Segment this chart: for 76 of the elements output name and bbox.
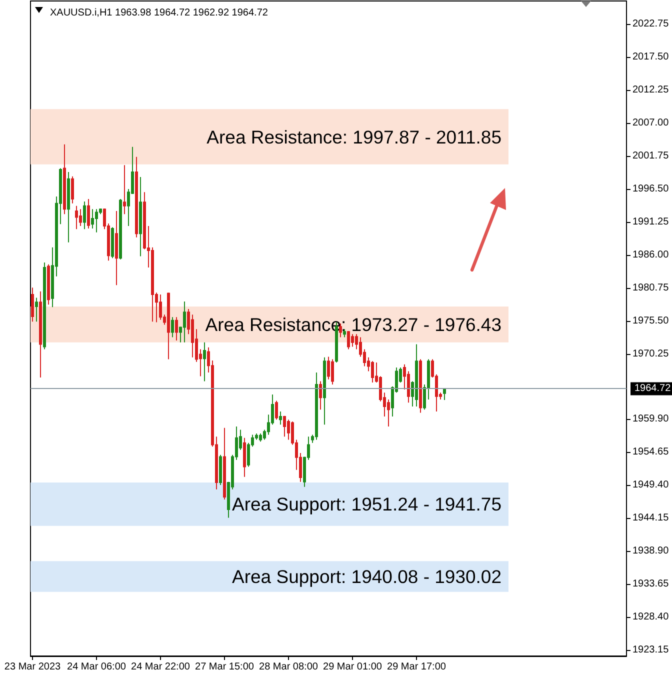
candlestick — [35, 297, 38, 322]
candlestick — [171, 316, 174, 338]
band-label: Area Resistance: 1997.87 - 2011.85 — [206, 126, 502, 148]
y-tick-label: 2012.25 — [632, 84, 670, 96]
candlestick — [183, 300, 186, 343]
candlestick — [123, 164, 126, 215]
candlestick — [275, 400, 278, 420]
y-tick-label: 1970.25 — [632, 348, 670, 360]
x-tick-label: 24 Mar 22:00 — [131, 662, 190, 672]
y-tick-label: 2022.75 — [632, 18, 670, 30]
candlestick — [135, 156, 138, 238]
y-tick-label: 1949.40 — [632, 480, 670, 491]
y-tick-label: 1944.15 — [632, 512, 670, 524]
candlestick — [283, 415, 286, 438]
candlestick — [111, 226, 114, 259]
x-tick-label: 29 Mar 17:00 — [387, 662, 446, 672]
y-tick-label: 1959.90 — [632, 414, 670, 425]
candlestick — [443, 388, 446, 401]
candlestick — [75, 205, 78, 230]
candlestick — [323, 356, 326, 426]
candlestick — [371, 360, 374, 384]
y-tick-label: 2007.00 — [632, 117, 670, 128]
x-tick-label: 28 Mar 08:00 — [259, 662, 318, 672]
candlestick — [31, 287, 34, 322]
candlestick — [79, 208, 82, 227]
y-tick-label: 1923.15 — [632, 644, 670, 656]
band-label: Area Support: 1951.24 - 1941.75 — [232, 494, 502, 515]
y-tick-label: 1933.65 — [632, 578, 670, 590]
candlestick — [87, 198, 90, 230]
candlestick — [43, 262, 46, 350]
band-label: Area Resistance: 1973.27 - 1976.43 — [205, 314, 502, 335]
candlestick — [95, 208, 98, 233]
x-tick-label: 24 Mar 06:00 — [67, 662, 126, 672]
candlestick — [39, 290, 42, 378]
candlestick — [259, 432, 262, 442]
candlestick — [91, 208, 94, 230]
band-label: Area Support: 1940.08 - 1930.02 — [232, 566, 502, 587]
candlestick — [219, 454, 222, 486]
candlestick — [47, 264, 50, 306]
x-tick-label: 27 Mar 15:00 — [195, 662, 254, 672]
y-tick-label: 1954.65 — [632, 446, 670, 458]
y-tick-label: 1980.75 — [632, 282, 670, 294]
candlestick — [115, 210, 118, 286]
candlestick — [415, 344, 418, 407]
candlestick — [83, 201, 86, 230]
candlestick — [203, 342, 206, 382]
candlestick — [315, 372, 318, 440]
y-tick-label: 1938.90 — [632, 546, 670, 557]
candlestick — [139, 176, 142, 257]
candlestick — [159, 294, 162, 320]
candlestick — [319, 380, 322, 410]
candlestick — [167, 292, 170, 360]
candlestick — [223, 427, 226, 500]
y-tick-label: 1975.50 — [632, 315, 670, 326]
candlestick — [419, 358, 422, 414]
y-tick-label: 1986.00 — [632, 249, 670, 260]
y-tick-label: 2001.75 — [632, 150, 670, 162]
ref-line-label: 1964.72 — [634, 383, 672, 394]
candlestick — [347, 330, 350, 350]
candlestick — [243, 437, 246, 478]
candlestick — [175, 316, 178, 341]
candlestick — [67, 171, 70, 243]
candlestick — [331, 358, 334, 385]
x-tick-label: 29 Mar 01:00 — [323, 662, 382, 672]
y-tick-label: 1928.40 — [632, 612, 670, 623]
candlestick — [279, 410, 282, 426]
x-tick-label: 23 Mar 2023 — [4, 662, 62, 672]
candlestick — [351, 334, 354, 348]
candlestick — [343, 328, 346, 338]
y-tick-label: 2017.50 — [632, 51, 670, 62]
y-tick-label: 1991.25 — [632, 216, 670, 228]
candlestick — [119, 198, 122, 260]
y-tick-label: 1996.50 — [632, 183, 670, 194]
candlestick — [71, 176, 74, 204]
text: XAUUSD.i,H1 1963.98 1964.72 1962.92 1964.72 — [50, 8, 268, 18]
candlestick — [63, 144, 66, 215]
